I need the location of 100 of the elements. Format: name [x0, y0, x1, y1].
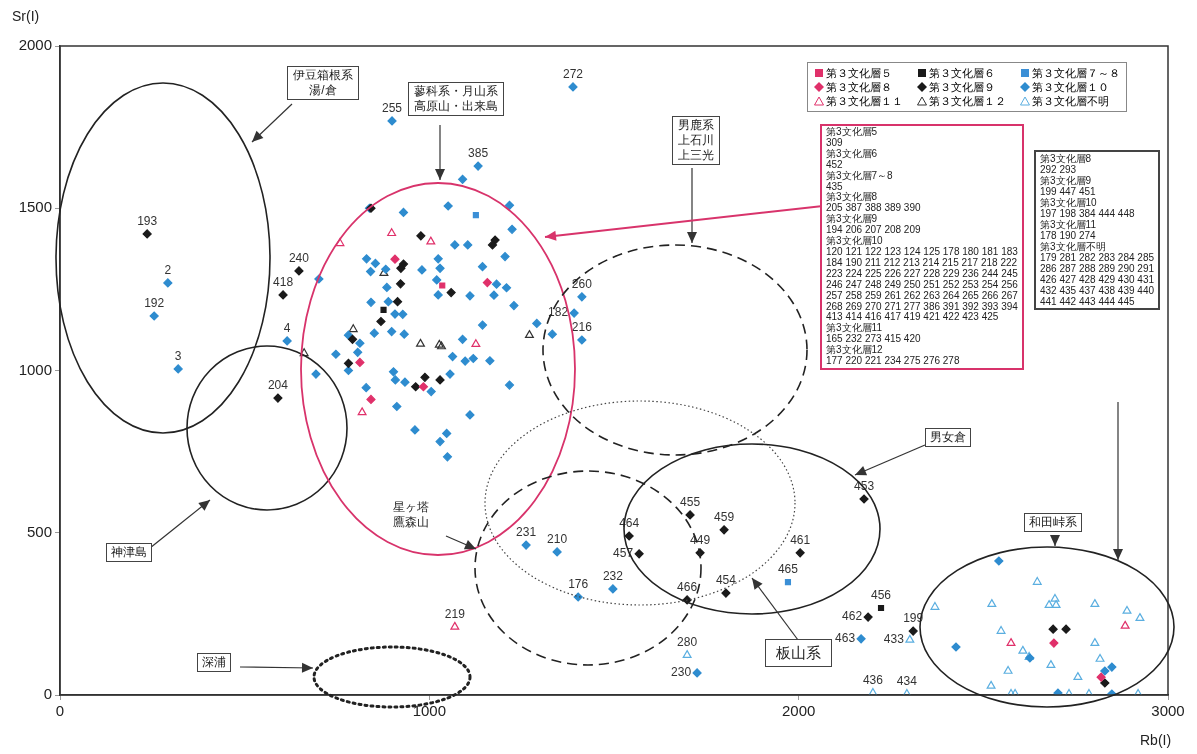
legend-label: 第３文化層１２	[929, 94, 1006, 108]
point	[721, 588, 731, 598]
point	[524, 330, 534, 338]
annotation: 463	[835, 631, 856, 646]
annotation: 男女倉	[925, 428, 971, 447]
point	[1006, 637, 1016, 646]
point	[343, 358, 354, 368]
point	[416, 231, 426, 241]
annotation: 255	[382, 101, 403, 116]
annotation: 433	[883, 632, 905, 647]
annotation: 230	[671, 665, 692, 680]
annotation: 204	[267, 378, 289, 393]
point	[863, 612, 873, 622]
point	[357, 407, 367, 416]
x-tick-label: 2000	[781, 702, 816, 720]
point	[1096, 672, 1106, 682]
annotation: 板山系	[765, 639, 832, 667]
annotation: 456	[871, 588, 892, 603]
legend-label: 第３文化層１０	[1032, 80, 1109, 94]
point	[1018, 645, 1028, 654]
point	[719, 525, 729, 535]
point	[390, 254, 400, 264]
point	[335, 238, 345, 247]
annotation: 272	[562, 67, 584, 82]
annotation: 210	[547, 532, 568, 547]
annotation: 454	[715, 573, 737, 588]
annotation: 231	[516, 525, 537, 540]
point	[1122, 605, 1132, 614]
annotation: 4	[283, 321, 291, 336]
point	[784, 579, 792, 586]
y-tick-label: 0	[43, 685, 52, 703]
annotation: 蓼科系・月山系高原山・出来島	[408, 82, 504, 116]
point	[1095, 653, 1105, 662]
point	[634, 549, 644, 559]
point	[278, 290, 288, 300]
point	[996, 625, 1006, 634]
point	[396, 263, 406, 273]
y-tick-label: 1000	[18, 360, 52, 378]
annotation: 466	[677, 580, 698, 595]
point	[905, 634, 915, 643]
point	[387, 228, 397, 237]
y-tick-label: 2000	[18, 36, 52, 54]
annotation: 449	[690, 533, 711, 548]
y-tick-label: 1500	[18, 198, 52, 216]
annotation: 465	[777, 562, 799, 577]
point	[418, 382, 429, 392]
annotation: 193	[137, 214, 158, 229]
annotation: 385	[468, 146, 489, 161]
annotation: 434	[896, 674, 918, 689]
annotation: 192	[144, 296, 165, 311]
point	[435, 375, 445, 385]
legend-label: 第３文化層８	[826, 80, 892, 94]
point	[1003, 665, 1013, 674]
point	[299, 348, 309, 357]
legend-label: 第３文化層５	[826, 66, 892, 80]
point	[1044, 600, 1054, 608]
annotation: 伊豆箱根系湯/倉	[287, 66, 359, 100]
legend-label: 第３文化層不明	[1032, 94, 1109, 108]
point	[1050, 593, 1060, 602]
point	[1073, 672, 1083, 680]
point	[366, 394, 376, 404]
annotation: 219	[444, 607, 466, 622]
point	[908, 626, 918, 636]
point	[1120, 620, 1130, 629]
point	[434, 339, 444, 348]
y-axis-title: Sr(I)	[12, 8, 40, 24]
point	[1100, 678, 1110, 688]
annotation: 216	[571, 320, 593, 335]
annotation: 260	[571, 277, 593, 292]
point	[420, 372, 430, 382]
annotation: 455	[680, 495, 701, 510]
legend-label: 第３文化層６	[929, 66, 995, 80]
point	[426, 236, 436, 245]
legend-label: 第３文化層１１	[826, 94, 903, 108]
point	[347, 334, 358, 344]
x-tick-label: 0	[55, 702, 65, 720]
point	[930, 601, 940, 610]
point	[355, 357, 365, 367]
annotation: 星ヶ塔鷹森山	[392, 500, 430, 530]
point	[273, 393, 283, 403]
text: 第3文化層8 292 293 第3文化層9 199 447 451 第3文化層10 197 198 384 444 448 第3文化層11 178 190 274 第3文化層不明 179 281 282 283 284 285 286 287 288 289 290 291 426 427 428 429 430 431 432 435 437 438 439 440 441 442 443 444 445	[1040, 153, 1154, 307]
point	[1135, 612, 1145, 621]
annotation: 240	[288, 251, 310, 266]
point	[868, 687, 878, 695]
point	[380, 306, 387, 313]
point	[685, 510, 695, 520]
point	[482, 277, 492, 288]
annotation: 280	[677, 635, 698, 650]
annotation: 和田峠系	[1024, 513, 1082, 532]
point	[624, 531, 634, 541]
annotation: 462	[842, 609, 863, 624]
annotation: 2	[164, 263, 172, 278]
annotation: 461	[790, 533, 811, 548]
point	[348, 324, 358, 333]
point	[395, 279, 406, 289]
point	[376, 316, 386, 327]
annotation: 182	[548, 305, 569, 320]
annotation: 深浦	[197, 653, 231, 672]
point	[1049, 638, 1059, 648]
annotation: 232	[602, 569, 624, 584]
